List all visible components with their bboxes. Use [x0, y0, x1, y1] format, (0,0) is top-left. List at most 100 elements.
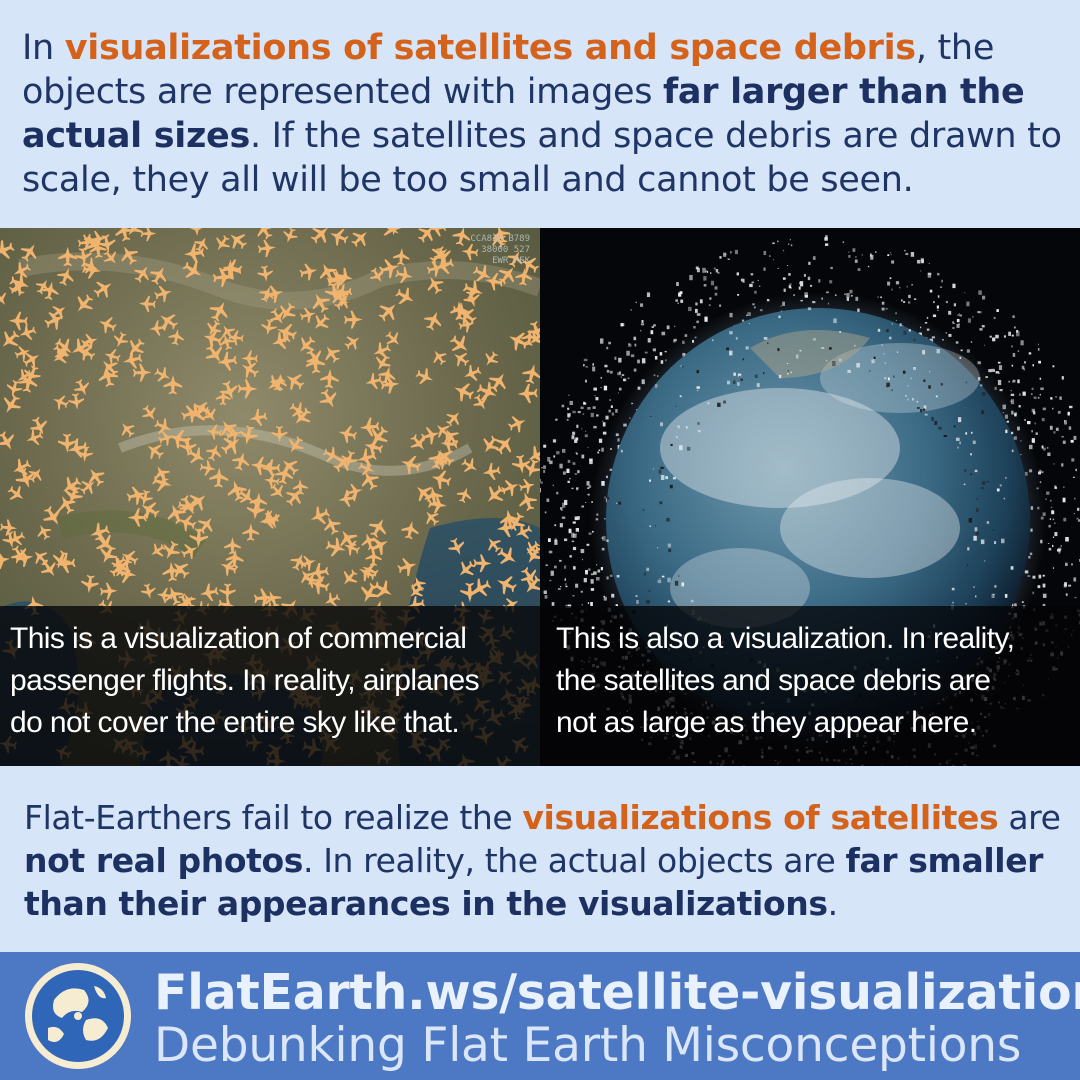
- debris-dot: [790, 244, 793, 247]
- airplane-icon: [338, 490, 356, 507]
- debris-dot: [680, 299, 684, 303]
- debris-dot: [646, 600, 650, 604]
- debris-dot: [717, 402, 721, 407]
- airplane-icon: [322, 446, 340, 463]
- debris-dot: [659, 501, 663, 505]
- airplane-icon: [385, 331, 400, 345]
- debris-dot: [839, 331, 842, 333]
- debris-dot: [1017, 350, 1020, 352]
- debris-dot: [958, 417, 962, 423]
- debris-dot: [1052, 365, 1055, 368]
- airplane-icon: [483, 435, 499, 453]
- debris-dot: [647, 338, 651, 343]
- airplane-icon: [187, 494, 206, 511]
- debris-dot: [554, 539, 558, 545]
- intro-text: , the objects are represented with image…: [22, 28, 995, 112]
- debris-dot: [685, 426, 688, 429]
- debris-dot: [609, 574, 613, 577]
- debris-dot: [661, 575, 665, 578]
- debris-dot: [813, 338, 816, 341]
- airplane-icon: [219, 380, 238, 400]
- debris-dot: [577, 411, 581, 414]
- debris-dot: [719, 304, 722, 307]
- debris-dot: [1049, 425, 1053, 430]
- debris-dot: [1020, 454, 1022, 456]
- debris-dot: [905, 394, 907, 397]
- airplane-icon: [325, 346, 341, 364]
- debris-dot: [577, 470, 580, 474]
- airplane-icon: [40, 559, 56, 577]
- airplane-icon: [132, 363, 152, 382]
- airplane-icon: [35, 279, 50, 295]
- debris-dot: [608, 409, 611, 413]
- debris-dot: [952, 601, 954, 604]
- airplane-icon: [461, 243, 479, 261]
- debris-dot: [1041, 471, 1044, 474]
- conclusion-text: are: [998, 798, 1061, 837]
- airplane-icon: [30, 416, 48, 435]
- debris-dot: [713, 267, 716, 270]
- airplane-icon: [378, 304, 396, 322]
- airplane-icon: [149, 267, 167, 286]
- debris-dot: [617, 372, 621, 376]
- debris-dot: [590, 573, 594, 576]
- debris-dot: [956, 437, 960, 441]
- airplane-icon: [225, 426, 242, 443]
- debris-dot: [540, 487, 541, 493]
- debris-dot: [606, 539, 609, 542]
- debris-dot: [571, 532, 575, 538]
- debris-dot: [825, 243, 829, 246]
- debris-dot: [597, 451, 600, 454]
- debris-dot: [1051, 510, 1053, 512]
- site-url[interactable]: FlatEarth.ws/satellite-visualization: [154, 964, 1080, 1021]
- debris-dot: [821, 347, 825, 349]
- debris-dot: [620, 376, 622, 378]
- debris-dot: [1053, 431, 1056, 434]
- airplane-icon: [397, 558, 417, 577]
- debris-dot: [676, 282, 679, 286]
- airplane-icon: [83, 233, 101, 251]
- debris-dot: [733, 380, 736, 384]
- airplane-icon: [319, 388, 337, 408]
- debris-dot: [1073, 435, 1077, 440]
- debris-dot: [899, 323, 902, 327]
- debris-dot: [1023, 368, 1025, 371]
- airplane-icon: [289, 402, 306, 417]
- debris-dot: [1032, 364, 1034, 367]
- debris-dot: [959, 356, 962, 359]
- debris-dot: [1050, 499, 1052, 502]
- debris-dot: [657, 579, 662, 584]
- intro-text: In: [22, 28, 65, 68]
- airplane-icon: [495, 437, 512, 455]
- debris-dot: [670, 443, 673, 446]
- airplane-icon: [269, 483, 283, 498]
- debris-dot: [1076, 517, 1079, 520]
- airplane-icon: [215, 389, 231, 406]
- debris-dot: [1039, 481, 1042, 483]
- airplane-icon: [378, 366, 396, 385]
- airplane-icon: [80, 257, 98, 274]
- debris-dot: [672, 476, 676, 480]
- airplane-icon: [452, 228, 471, 246]
- caption-line: This is a visualization of commercial: [10, 622, 467, 655]
- airplane-icon: [173, 562, 190, 579]
- debris-dot: [921, 259, 924, 264]
- debris-dot: [602, 422, 606, 427]
- debris-dot: [941, 279, 943, 283]
- airplane-icon: [520, 566, 537, 585]
- debris-dot: [1031, 430, 1033, 433]
- debris-dot: [679, 395, 682, 398]
- debris-dot: [666, 517, 670, 522]
- debris-dot: [678, 575, 680, 577]
- debris-dot: [730, 251, 732, 254]
- debris-dot: [1038, 396, 1040, 399]
- airplane-icon: [0, 240, 15, 259]
- debris-dot: [740, 378, 743, 381]
- airplane-icon: [518, 478, 535, 494]
- debris-dot: [635, 301, 637, 303]
- debris-dot: [1001, 538, 1005, 544]
- debris-dot: [609, 370, 613, 374]
- debris-dot: [581, 505, 584, 508]
- airplane-icon: [459, 560, 476, 576]
- debris-dot: [1006, 420, 1009, 423]
